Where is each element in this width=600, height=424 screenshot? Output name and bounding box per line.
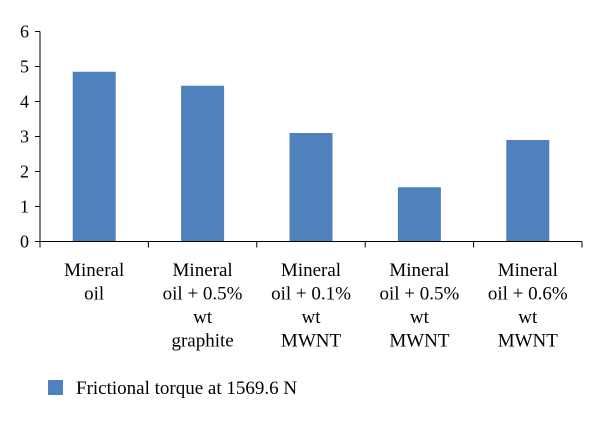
bar bbox=[181, 85, 225, 242]
y-tick-label: 6 bbox=[20, 22, 29, 42]
bar bbox=[397, 187, 441, 242]
x-category-label: Mineral oil + 0.6% wt MWNT bbox=[488, 260, 568, 352]
y-tick-label: 0 bbox=[20, 232, 29, 252]
bar bbox=[72, 71, 116, 242]
x-axis: Mineral oil Mineral oil + 0.5% wt graphite Min… bbox=[39, 241, 583, 352]
y-tick-label: 5 bbox=[20, 57, 29, 77]
bar bbox=[289, 133, 333, 242]
x-category-label: Mineral oil + 0.5% wt MWNT bbox=[379, 260, 459, 352]
bars bbox=[72, 71, 550, 242]
y-tick-label: 1 bbox=[20, 197, 29, 217]
bar bbox=[506, 140, 550, 242]
x-category-label: Mineral oil + 0.1% wt MWNT bbox=[271, 260, 351, 352]
y-tick-label: 4 bbox=[20, 92, 29, 112]
legend: Frictional torque at 1569.6 N bbox=[48, 378, 297, 399]
y-tick-label: 3 bbox=[20, 127, 29, 147]
legend-swatch bbox=[48, 380, 63, 395]
x-category-label: Mineral oil bbox=[64, 260, 124, 305]
x-category-label: Mineral oil + 0.5% wt graphite bbox=[163, 260, 243, 352]
y-tick-label: 2 bbox=[20, 162, 29, 182]
legend-label: Frictional torque at 1569.6 N bbox=[76, 378, 297, 399]
y-axis: 0 1 2 3 4 5 6 bbox=[20, 22, 41, 252]
